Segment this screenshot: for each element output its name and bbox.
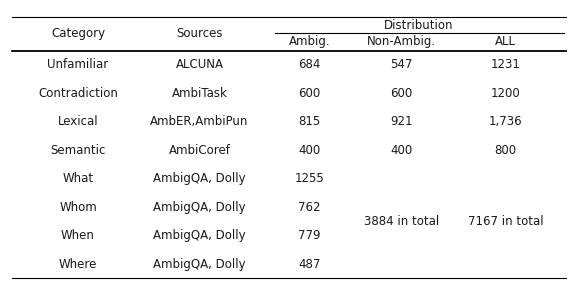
Text: AmbigQA, Dolly: AmbigQA, Dolly (153, 229, 246, 242)
Text: 1,736: 1,736 (489, 115, 523, 128)
Text: 815: 815 (298, 115, 320, 128)
Text: Category: Category (51, 27, 105, 40)
Text: What: What (62, 172, 94, 185)
Text: 400: 400 (391, 144, 413, 157)
Text: 7167 in total: 7167 in total (468, 215, 543, 228)
Text: Semantic: Semantic (50, 144, 106, 157)
Text: AmbigQA, Dolly: AmbigQA, Dolly (153, 172, 246, 185)
Text: AmbigQA, Dolly: AmbigQA, Dolly (153, 258, 246, 271)
Text: 800: 800 (495, 144, 517, 157)
Text: 921: 921 (391, 115, 413, 128)
Text: AmbiTask: AmbiTask (172, 87, 227, 100)
Text: Whom: Whom (59, 201, 97, 214)
Text: AmbigQA, Dolly: AmbigQA, Dolly (153, 201, 246, 214)
Text: 600: 600 (298, 87, 320, 100)
Text: 779: 779 (298, 229, 320, 242)
Text: Contradiction: Contradiction (38, 87, 118, 100)
Text: Lexical: Lexical (58, 115, 98, 128)
Text: 3884 in total: 3884 in total (364, 215, 439, 228)
Text: Distribution: Distribution (384, 19, 454, 32)
Text: 1200: 1200 (491, 87, 521, 100)
Text: Unfamiliar: Unfamiliar (47, 59, 109, 71)
Text: 400: 400 (298, 144, 320, 157)
Text: 1231: 1231 (491, 59, 521, 71)
Text: ALL: ALL (495, 35, 516, 48)
Text: Where: Where (59, 258, 97, 271)
Text: 1255: 1255 (294, 172, 324, 185)
Text: ALCUNA: ALCUNA (175, 59, 224, 71)
Text: Non-Ambig.: Non-Ambig. (367, 35, 436, 48)
Text: 600: 600 (391, 87, 413, 100)
Text: AmbiCoref: AmbiCoref (168, 144, 231, 157)
Text: 762: 762 (298, 201, 320, 214)
Text: 547: 547 (391, 59, 413, 71)
Text: 487: 487 (298, 258, 320, 271)
Text: 684: 684 (298, 59, 320, 71)
Text: Sources: Sources (176, 27, 223, 40)
Text: Ambig.: Ambig. (288, 35, 330, 48)
Text: AmbER,AmbiPun: AmbER,AmbiPun (150, 115, 249, 128)
Text: When: When (61, 229, 95, 242)
